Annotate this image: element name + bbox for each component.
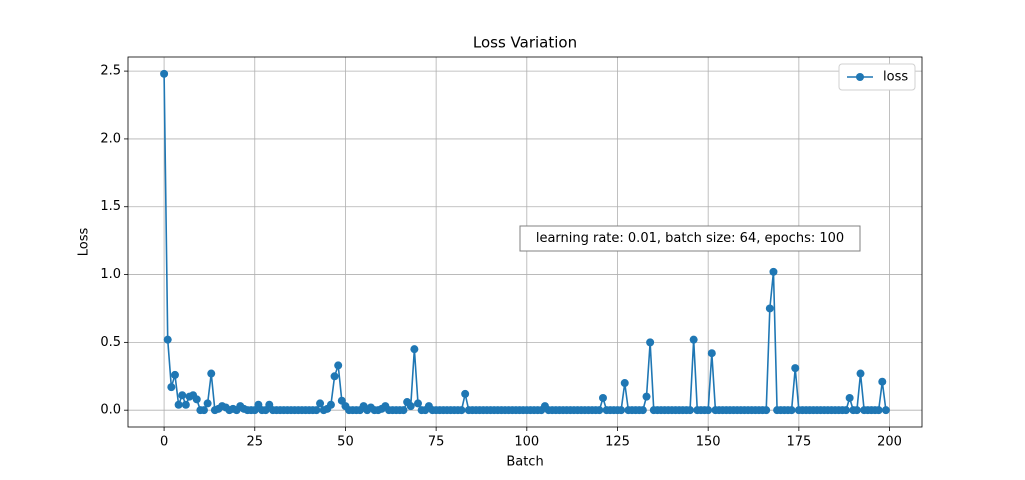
point	[878, 377, 887, 386]
x-tick-label: 125	[605, 435, 630, 450]
point	[174, 400, 183, 409]
point	[617, 406, 626, 415]
point	[595, 406, 604, 415]
x-tick-label: 150	[696, 435, 721, 450]
point	[707, 349, 716, 358]
point	[410, 345, 419, 354]
y-axis-label: Loss	[77, 228, 92, 257]
point	[852, 406, 861, 415]
x-tick-label: 0	[160, 435, 168, 450]
y-tick-label: 2.5	[100, 64, 121, 79]
point	[199, 406, 208, 415]
annotation-text: learning rate: 0.01, batch size: 64, epo…	[536, 231, 844, 246]
x-tick-label: 75	[428, 435, 445, 450]
point	[192, 395, 201, 404]
x-tick-label: 100	[514, 435, 539, 450]
point	[163, 335, 172, 344]
point	[399, 406, 408, 415]
legend: loss	[838, 63, 916, 91]
legend-label: loss	[883, 70, 908, 85]
point	[638, 406, 647, 415]
legend-marker	[856, 73, 864, 81]
point	[620, 379, 629, 388]
point	[312, 406, 321, 415]
point	[326, 400, 335, 409]
point	[642, 392, 651, 401]
legend-box	[838, 63, 916, 91]
point	[178, 391, 187, 400]
point	[334, 361, 343, 370]
y-tick-label: 1.5	[100, 199, 121, 214]
point	[461, 389, 470, 398]
x-tick-label: 50	[337, 435, 354, 450]
point	[406, 402, 415, 411]
y-tick-label: 0.5	[100, 335, 121, 350]
point	[762, 406, 771, 415]
point	[330, 372, 339, 381]
point	[787, 406, 796, 415]
chart-title: Loss Variation	[473, 34, 577, 52]
point	[765, 304, 774, 313]
x-tick-label: 175	[786, 435, 811, 450]
point	[457, 406, 466, 415]
x-axis-label: Batch	[506, 455, 543, 470]
y-tick-label: 0.0	[100, 403, 121, 418]
x-tick-label: 25	[246, 435, 263, 450]
x-tick-label: 200	[877, 435, 902, 450]
point	[167, 383, 176, 392]
annotation: learning rate: 0.01, batch size: 64, epo…	[519, 225, 861, 252]
annotation-box	[519, 225, 861, 252]
point	[689, 335, 698, 344]
point	[170, 370, 179, 379]
y-tick-label: 2.0	[100, 131, 121, 146]
point	[203, 399, 212, 408]
plot-layer	[160, 69, 890, 415]
point	[181, 400, 190, 409]
point	[856, 369, 865, 378]
point	[646, 338, 655, 347]
point	[207, 369, 216, 378]
y-tick-label: 1.0	[100, 267, 121, 282]
point	[316, 399, 325, 408]
axes-frame	[127, 56, 923, 428]
point	[704, 406, 713, 415]
point	[791, 364, 800, 373]
point	[842, 406, 851, 415]
point	[160, 69, 169, 78]
point	[769, 267, 778, 276]
point	[686, 406, 695, 415]
point	[881, 406, 890, 415]
point	[845, 393, 854, 402]
point	[874, 406, 883, 415]
point	[598, 393, 607, 402]
point	[413, 399, 422, 408]
